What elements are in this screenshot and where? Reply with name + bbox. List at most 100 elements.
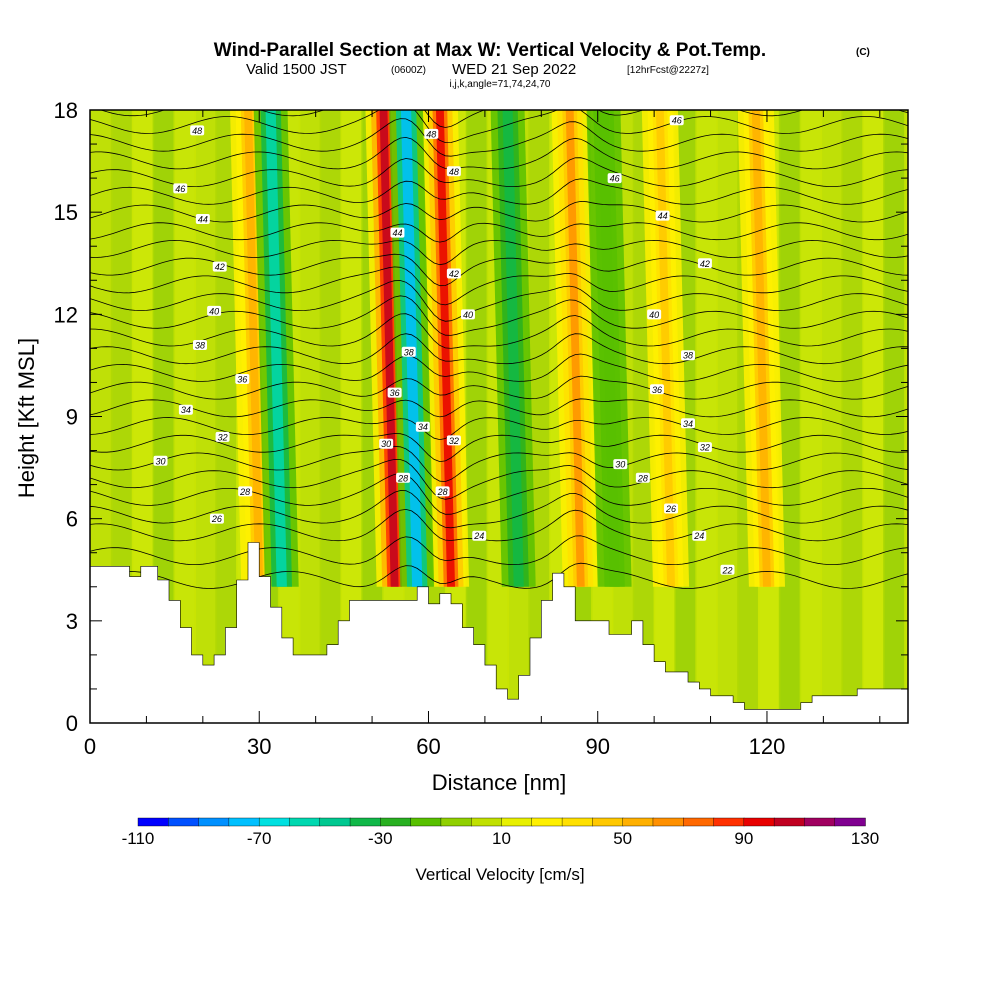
- field-band: [152, 110, 176, 723]
- x-axis-label: Distance [nm]: [432, 770, 567, 795]
- isentrope-line: [90, 333, 908, 365]
- terrain-mask: [90, 542, 908, 723]
- isentrope-label: 24: [692, 530, 707, 541]
- isentrope-line: [90, 295, 908, 336]
- valid-utc: (0600Z): [391, 65, 426, 76]
- isentrope-label-text: 44: [658, 211, 668, 221]
- isentrope-label-text: 40: [209, 306, 219, 316]
- isentrope-label-text: 38: [683, 351, 693, 361]
- isentrope-label: 46: [669, 115, 684, 126]
- isentrope-line: [90, 562, 908, 589]
- isentrope-label-text: 48: [426, 129, 436, 139]
- colorbar-swatch: [319, 817, 351, 827]
- isentrope-label: 48: [424, 128, 439, 139]
- isentrope-label-bg: [647, 309, 662, 320]
- colorbar-swatch: [501, 817, 533, 827]
- isentrope-line: [90, 473, 908, 515]
- isentrope-line: [90, 445, 908, 482]
- isentrope-line: [90, 178, 908, 205]
- field-band: [883, 110, 906, 723]
- isentrope-label-text: 28: [397, 473, 408, 483]
- isentrope-label-text: 28: [437, 487, 448, 497]
- field-band: [340, 110, 363, 723]
- isentrope-line: [90, 433, 908, 463]
- isentrope-line: [90, 313, 908, 349]
- isentrope-label-bg: [607, 173, 622, 184]
- isentrope-line: [90, 458, 908, 500]
- isentrope-label: 34: [680, 418, 695, 429]
- isentrope-label-bg: [669, 115, 684, 126]
- isentrope-label-bg: [655, 210, 670, 221]
- field-band: [820, 110, 844, 723]
- isentrope-label: 40: [647, 309, 662, 320]
- isentrope-line: [99, 110, 908, 128]
- forecast-info: [12hrFcst@2227z]: [627, 65, 709, 76]
- isentrope-line: [90, 375, 908, 400]
- isentrope-label-text: 38: [404, 347, 414, 357]
- isentrope-label-text: 48: [449, 167, 459, 177]
- downdraft-core: [265, 110, 287, 587]
- isentrope-label-text: 32: [449, 436, 459, 446]
- isentrope-label-bg: [680, 418, 695, 429]
- isentrope-label-text: 28: [637, 473, 648, 483]
- isentrope-label-bg: [446, 166, 461, 177]
- colorbar-swatch: [622, 817, 654, 827]
- x-tick-label: 30: [247, 734, 271, 759]
- isentrope-label-bg: [472, 530, 487, 541]
- y-tick-label: 12: [54, 302, 78, 327]
- isentrope-label: 34: [415, 421, 430, 432]
- downdraft-core: [502, 110, 524, 587]
- isentrope-label: 32: [446, 435, 461, 446]
- isentrope-line: [90, 110, 908, 144]
- y-tick-label: 15: [54, 200, 78, 225]
- isentrope-label: 44: [195, 213, 210, 224]
- field-band: [194, 110, 217, 723]
- isentrope-label-bg: [193, 339, 208, 350]
- isentrope-line: [90, 118, 908, 157]
- colorbar-swatch: [349, 817, 382, 827]
- y-tick-label: 9: [66, 405, 78, 430]
- grid-indices: i,j,k,angle=71,74,24,70: [450, 79, 551, 90]
- isentrope-label-bg: [446, 435, 461, 446]
- isentrope-label: 42: [697, 258, 712, 269]
- colorbar-swatch: [471, 817, 503, 827]
- isentrope-label: 22: [720, 564, 735, 575]
- plot-area: 48 46 44 42 40 38 36 34 32 30 28 26 48 48 44 42 40 38 36 34…: [90, 110, 908, 723]
- colorbar-tick-label: -110: [122, 829, 155, 848]
- isentrope-label-text: 42: [215, 262, 225, 272]
- isentrope-label: 36: [235, 374, 250, 385]
- isentrope-label-bg: [209, 513, 224, 524]
- isentrope-line: [90, 508, 908, 542]
- isentrope-labels: 48 46 44 42 40 38 36 34 32 30 28 26 48 48 44 42 40 38 36 34…: [153, 115, 735, 575]
- colorbar-swatch: [804, 817, 836, 827]
- isentrope-label-bg: [387, 387, 402, 398]
- velocity-field: [90, 110, 908, 723]
- colorbar-swatch: [561, 817, 594, 827]
- isentrope-label-text: 32: [218, 432, 228, 442]
- isentrope-line: [90, 535, 908, 566]
- colorbar-swatch: [773, 817, 806, 827]
- x-tick-label: 120: [749, 734, 786, 759]
- isentrope-line: [90, 266, 908, 306]
- isentrope-label-bg: [195, 213, 210, 224]
- isentrope-label: 24: [472, 530, 487, 541]
- colorbar-swatch: [683, 817, 715, 827]
- isentrope-label-text: 46: [175, 184, 185, 194]
- colorbar-tick-label: 90: [734, 829, 753, 848]
- isentrope-label: 42: [212, 261, 227, 272]
- colorbar-tick-label: 10: [492, 829, 511, 848]
- isentrope-label-text: 40: [649, 310, 659, 320]
- isentrope-label-text: 30: [615, 460, 625, 470]
- colorbar-tick-labels: -110 -70 -30 10 50 90 130: [122, 829, 880, 848]
- isentrope-label-text: 40: [463, 310, 473, 320]
- x-tick-label: 90: [585, 734, 609, 759]
- isentrope-label-bg: [435, 486, 450, 497]
- field-band: [298, 110, 322, 723]
- isentrope-label-text: 34: [418, 422, 428, 432]
- isentrope-label-bg: [664, 503, 679, 514]
- isentrope-label-bg: [720, 564, 735, 575]
- isentrope-label: 46: [607, 173, 622, 184]
- isentrope-label: 30: [379, 438, 394, 449]
- isentrope-line: [90, 200, 908, 223]
